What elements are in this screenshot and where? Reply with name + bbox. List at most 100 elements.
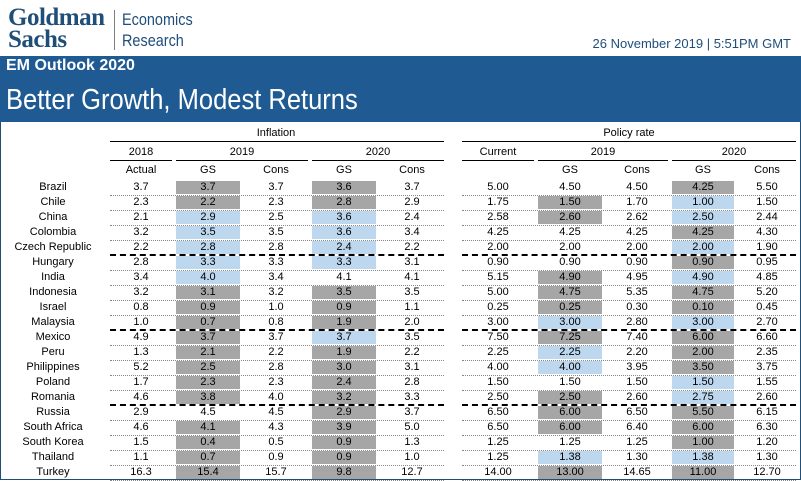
inflation-gs-2020-cell: 3.2 bbox=[312, 391, 376, 404]
inflation-cons-2020-cell: 3.1 bbox=[404, 361, 420, 373]
policy-cons-2019-cell: 1.25 bbox=[626, 436, 648, 448]
actual-2018-cell: 0.8 bbox=[133, 301, 149, 313]
policy-cons-2020-cell: 1.50 bbox=[756, 196, 778, 208]
dept-line-1: Economics bbox=[122, 10, 193, 29]
subtitle-band: EM Outlook 2020 bbox=[0, 56, 801, 78]
inflation-group-rule bbox=[110, 141, 444, 142]
policy-cons-2019-cell: 4.50 bbox=[626, 181, 648, 193]
inflation-gs-2020-cell: 2.9 bbox=[312, 406, 376, 419]
policy-gs-2019-cell: 1.50 bbox=[559, 376, 581, 388]
row-divider bbox=[110, 360, 444, 361]
group-separator bbox=[462, 404, 796, 406]
country-label: Israel bbox=[39, 301, 67, 313]
inflation-cons-2020-cell: 3.4 bbox=[404, 226, 420, 238]
cons-subheader: Cons bbox=[263, 164, 289, 176]
inflation-cons-2020-cell: 2.0 bbox=[404, 316, 420, 328]
policy-cons-2019-cell: 1.70 bbox=[626, 196, 648, 208]
inflation-cons-2019-cell: 4.5 bbox=[268, 406, 284, 418]
policy-cons-2020-cell: 5.50 bbox=[756, 181, 778, 193]
inflation-gs-2019-cell: 15.4 bbox=[176, 466, 240, 479]
policy-current-cell: 2.58 bbox=[487, 211, 509, 223]
inflation-gs-2019-cell: 2.8 bbox=[176, 241, 240, 254]
policy-cons-2020-cell: 0.95 bbox=[756, 256, 778, 268]
policy-cons-2019-cell: 3.95 bbox=[626, 361, 648, 373]
group-separator bbox=[110, 254, 444, 256]
policy-cons-2020-cell: 4.85 bbox=[756, 271, 778, 283]
inflation-gs-2020-cell: 3.9 bbox=[312, 421, 376, 434]
inflation-gs-2020-cell: 1.9 bbox=[312, 316, 376, 329]
policy-current-cell: 1.50 bbox=[487, 376, 509, 388]
policy-gs-2020-cell: 4.90 bbox=[672, 271, 734, 284]
inflation-cons-2020-cell: 5.0 bbox=[404, 421, 420, 433]
row-divider bbox=[462, 375, 796, 376]
actual-2018-cell: 3.2 bbox=[133, 286, 149, 298]
inflation-gs-2019-cell: 0.7 bbox=[176, 451, 240, 464]
policy-gs-2019-cell: 1.50 bbox=[538, 196, 602, 209]
inflation-gs-2020-cell: 9.8 bbox=[312, 466, 376, 479]
policy-gs-2019-cell: 6.00 bbox=[538, 406, 602, 419]
policy-gs-2019-cell: 4.25 bbox=[559, 226, 581, 238]
gs-subheader: GS bbox=[695, 164, 711, 176]
row-divider bbox=[462, 195, 796, 196]
policy-gs-2019-cell: 13.00 bbox=[538, 466, 602, 479]
policy-gs-2019-cell: 0.25 bbox=[538, 301, 602, 314]
actual-2018-cell: 16.3 bbox=[130, 466, 152, 478]
inflation-gs-2019-cell: 4.5 bbox=[200, 406, 216, 418]
policy-cons-2019-cell: 2.80 bbox=[626, 316, 648, 328]
actual-2018-cell: 2.9 bbox=[133, 406, 149, 418]
group-separator bbox=[462, 329, 796, 331]
inflation-gs-2019-cell: 4.0 bbox=[176, 271, 240, 284]
inflation-cons-2019-cell: 3.7 bbox=[268, 181, 284, 193]
policy-gs-2019-cell: 7.25 bbox=[538, 331, 602, 344]
inflation-gs-2020-cell: 0.9 bbox=[312, 436, 376, 449]
policy-cons-2019-cell: 1.50 bbox=[626, 376, 648, 388]
policy-gs-2019-cell: 4.75 bbox=[538, 286, 602, 299]
row-divider bbox=[110, 345, 444, 346]
inflation-cons-2019-cell: 4.0 bbox=[268, 391, 284, 403]
policy-cons-2019-cell: 5.35 bbox=[626, 286, 648, 298]
policy-cons-2019-cell: 4.25 bbox=[626, 226, 648, 238]
inflation-gs-2019-cell: 0.7 bbox=[176, 316, 240, 329]
actual-2018-cell: 5.2 bbox=[133, 361, 149, 373]
policy-gs-2020-cell: 0.10 bbox=[672, 301, 734, 314]
policy-cons-2020-cell: 2.44 bbox=[756, 211, 778, 223]
policy-group-rule bbox=[462, 141, 796, 142]
policy-gs-2020-cell: 1.50 bbox=[672, 376, 734, 389]
brand-line-1: Goldman bbox=[8, 4, 105, 31]
row-divider bbox=[462, 390, 796, 391]
country-label: India bbox=[41, 271, 65, 283]
actual-2018-cell: 2.8 bbox=[133, 256, 149, 268]
year-2018-header: 2018 bbox=[128, 146, 154, 158]
inflation-group-header: Inflation bbox=[256, 127, 296, 139]
country-label: Malaysia bbox=[31, 316, 75, 328]
inflation-cons-2020-cell: 1.3 bbox=[404, 436, 420, 448]
row-divider bbox=[462, 210, 796, 211]
policy-cons-2020-cell: 1.90 bbox=[756, 241, 778, 253]
row-divider bbox=[110, 465, 444, 466]
inflation-cons-2020-cell: 3.5 bbox=[404, 286, 420, 298]
inflation-gs-2019-cell: 3.7 bbox=[176, 331, 240, 344]
report-subtitle: EM Outlook 2020 bbox=[6, 57, 135, 74]
inflation-gs-2020-cell: 3.7 bbox=[312, 331, 376, 344]
row-divider bbox=[462, 435, 796, 436]
policy-current-cell: 4.25 bbox=[487, 226, 509, 238]
row-divider bbox=[110, 270, 444, 271]
country-label: Colombia bbox=[29, 226, 77, 238]
policy-current-cell: 5.15 bbox=[487, 271, 509, 283]
row-divider bbox=[462, 360, 796, 361]
policy-cons-2020-cell: 6.15 bbox=[756, 406, 778, 418]
inflation-cons-2020-cell: 3.5 bbox=[404, 331, 420, 343]
policy-cons-2019-cell: 6.40 bbox=[626, 421, 648, 433]
country-label: Indonesia bbox=[29, 286, 77, 298]
gs-subheader: GS bbox=[336, 164, 352, 176]
policy-gs-2020-cell: 0.90 bbox=[672, 256, 734, 269]
policy-gs-2020-cell: 1.00 bbox=[672, 196, 734, 209]
policy-cons-2020-cell: 2.35 bbox=[756, 346, 778, 358]
inflation-cons-2019-cell: 2.5 bbox=[268, 211, 284, 223]
inflation-gs-2020-cell: 0.9 bbox=[312, 451, 376, 464]
inflation-gs-2019-cell: 3.5 bbox=[176, 226, 240, 239]
inflation-gs-2020-cell: 3.6 bbox=[312, 211, 376, 224]
policy-gs-2019-cell: 3.00 bbox=[538, 316, 602, 329]
policy-cons-2019-cell: 6.50 bbox=[626, 406, 648, 418]
policy-gs-2020-cell: 4.25 bbox=[672, 226, 734, 239]
